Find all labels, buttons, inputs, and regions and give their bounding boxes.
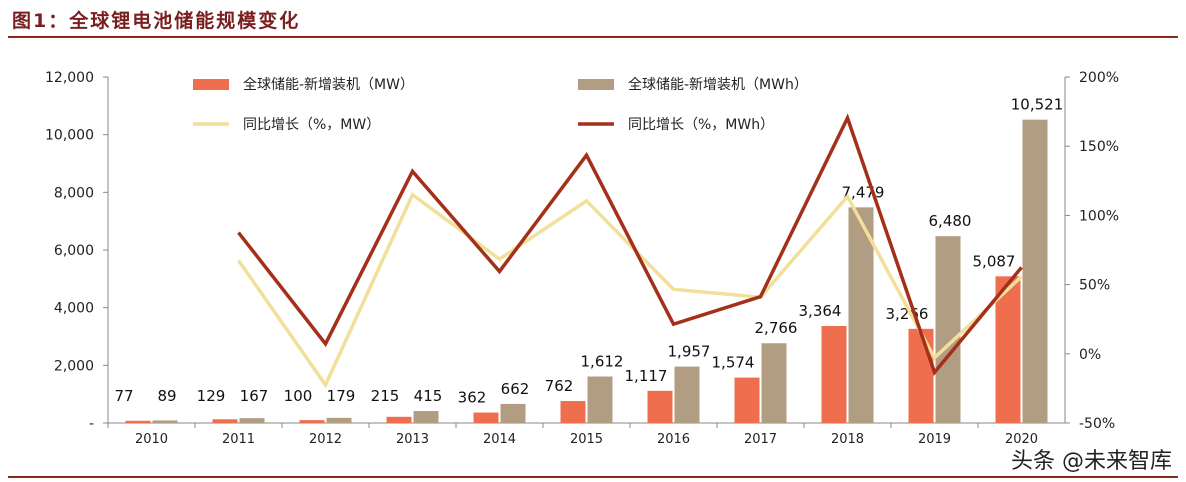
bar-mwh [326, 417, 352, 423]
right-tick-label: 150% [1079, 139, 1119, 155]
bar-mwh [935, 236, 961, 423]
right-tick-label: -50% [1079, 416, 1115, 432]
bar-mwh [500, 403, 526, 423]
left-tick-label: 12,000 [45, 70, 94, 86]
bar-mw [299, 420, 325, 423]
left-tick-label: 2,000 [54, 358, 94, 374]
x-tick-label: 2018 [831, 432, 864, 447]
bar-label-mw: 362 [458, 389, 487, 407]
right-tick-label: 0% [1079, 347, 1101, 363]
x-tick-label: 2020 [1005, 432, 1038, 447]
right-tick-label: 50% [1079, 278, 1110, 294]
bar-mw [473, 412, 499, 423]
left-tick-label: 8,000 [54, 185, 94, 201]
bar-mwh [413, 411, 439, 423]
bar-mw [821, 326, 847, 423]
bar-label-mwh: 662 [501, 380, 530, 398]
bar-mw [908, 328, 934, 423]
bar-label-mwh: 2,766 [755, 319, 798, 337]
bar-mw [647, 390, 673, 423]
bar-label-mwh: 415 [414, 387, 443, 405]
left-tick-label: 4,000 [54, 301, 94, 317]
bar-label-mw: 100 [284, 387, 313, 405]
bar-mwh [587, 376, 613, 423]
x-tick-label: 2013 [396, 432, 429, 447]
bar-mw [212, 419, 238, 423]
bar-label-mw: 129 [197, 387, 226, 405]
watermark: 头条 @未来智库 [1011, 449, 1172, 474]
bar-label-mwh: 10,521 [1011, 96, 1064, 114]
bar-label-mw: 1,574 [712, 354, 755, 372]
legend-swatch [193, 79, 229, 90]
line-mwh-growth [237, 113, 1023, 376]
legend-label: 全球储能-新增装机（MW） [243, 76, 414, 93]
bar-label-mw: 77 [114, 387, 133, 405]
bar-mw [734, 377, 760, 423]
bar-mw [386, 416, 412, 423]
x-tick-label: 2017 [744, 432, 777, 447]
bar-label-mwh: 1,957 [668, 343, 711, 361]
bar-mwh [848, 207, 874, 423]
right-tick-label: 100% [1079, 208, 1119, 224]
legend-label: 同比增长（%，MWh） [628, 117, 774, 133]
bar-mwh [1022, 119, 1048, 423]
bar-label-mw: 1,117 [625, 367, 668, 385]
x-tick-label: 2014 [483, 432, 516, 447]
x-tick-label: 2019 [918, 432, 951, 447]
bar-label-mwh: 179 [327, 387, 356, 405]
bar-mw [560, 401, 586, 423]
left-tick-label: - [89, 416, 94, 432]
title-divider [8, 36, 1178, 38]
bar-mwh [152, 420, 178, 423]
bar-label-mw: 762 [545, 377, 574, 395]
bar-mw [995, 276, 1021, 423]
line-mw-growth [237, 191, 1023, 389]
x-tick-label: 2015 [570, 432, 603, 447]
x-tick-label: 2012 [309, 432, 342, 447]
bar-label-mwh: 1,612 [581, 353, 624, 371]
x-tick-label: 2011 [222, 432, 255, 447]
legend-label: 同比增长（%，MW） [243, 117, 380, 133]
legend-swatch [578, 79, 614, 90]
bar-label-mw: 5,087 [973, 252, 1016, 270]
bar-label-mw: 3,364 [799, 302, 842, 320]
x-tick-label: 2010 [135, 432, 168, 447]
left-tick-label: 10,000 [45, 128, 94, 144]
bar-mw [125, 420, 151, 423]
left-tick-label: 6,000 [54, 243, 94, 259]
bar-label-mw: 215 [371, 387, 400, 405]
bottom-divider [8, 476, 1178, 478]
bar-label-mwh: 6,480 [929, 212, 972, 230]
right-tick-label: 200% [1079, 70, 1119, 86]
x-tick-label: 2016 [657, 432, 690, 447]
bar-label-mwh: 89 [157, 387, 176, 405]
figure-title: 图1：全球锂电池储能规模变化 [12, 10, 301, 32]
bar-mwh [239, 418, 265, 423]
legend-label: 全球储能-新增装机（MWh） [628, 76, 808, 93]
bar-mwh [674, 366, 700, 423]
bar-label-mwh: 167 [240, 387, 269, 405]
bar-mwh [761, 343, 787, 423]
